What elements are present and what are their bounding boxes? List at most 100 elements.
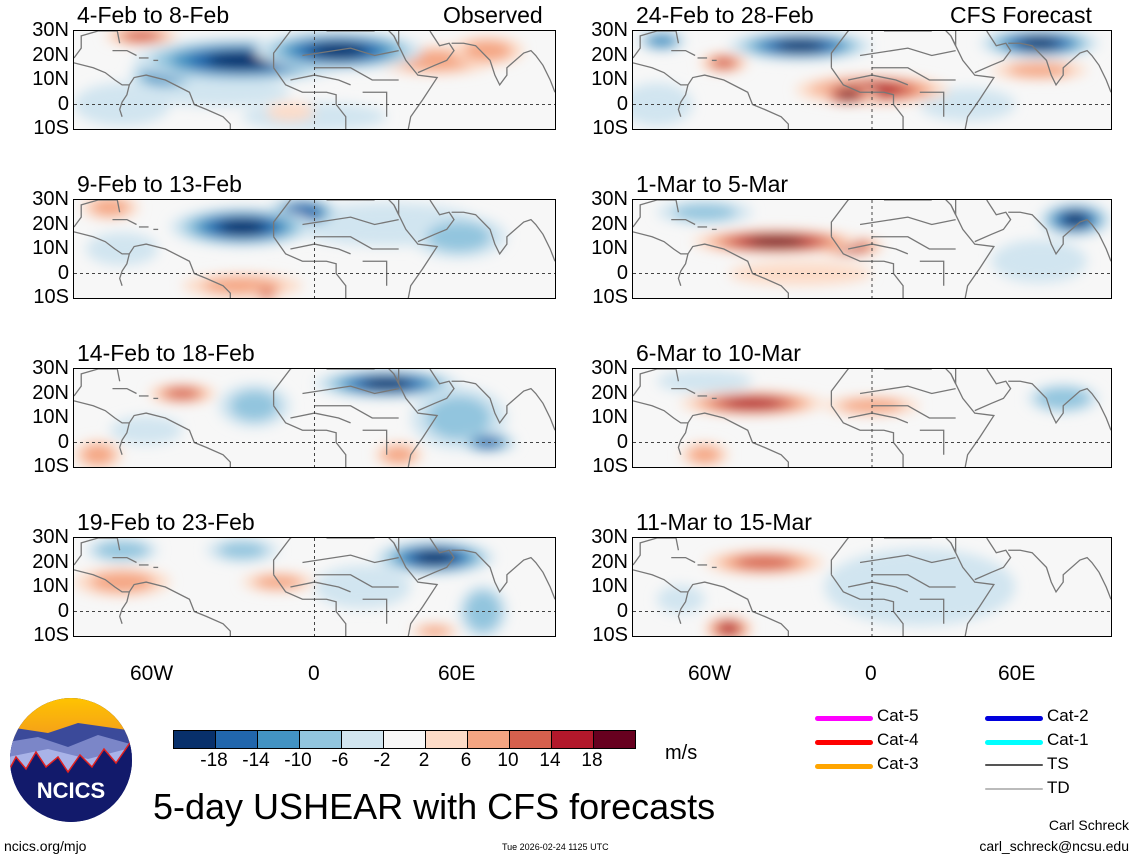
coastline <box>290 581 351 593</box>
lat-label: 10S <box>33 455 69 477</box>
colorbar-tick: 6 <box>460 750 472 771</box>
coastline <box>830 574 904 636</box>
shear-anomaly <box>652 35 672 46</box>
shear-anomaly <box>672 203 737 221</box>
lat-label: 20N <box>32 212 69 235</box>
colorbar-swatch <box>426 731 468 748</box>
coastline <box>272 369 439 467</box>
shear-anomaly <box>218 541 267 559</box>
email[interactable]: carl_schreck@ncsu.edu <box>979 838 1129 854</box>
lat-label: 10N <box>32 237 69 259</box>
legend-swatch <box>985 788 1043 790</box>
shear-anomaly <box>104 543 141 558</box>
map-panel <box>73 199 556 299</box>
figure-title: 5-day USHEAR with CFS forecasts <box>153 786 716 827</box>
coastline <box>633 400 790 467</box>
coastline <box>74 369 121 397</box>
coastline <box>830 200 995 298</box>
legend-swatch <box>985 740 1043 745</box>
coastline <box>451 211 555 262</box>
panel-title: 11-Mar to 15-Mar <box>636 509 812 535</box>
coastline <box>273 574 347 636</box>
coastline <box>847 74 909 86</box>
coastline <box>919 598 945 624</box>
lat-label: 0 <box>616 261 628 284</box>
lat-label: 10S <box>33 286 69 308</box>
shear-anomaly <box>734 555 795 570</box>
colorbar-swatch <box>510 731 552 748</box>
coastline <box>112 49 137 57</box>
coastline <box>451 549 555 600</box>
units-label: m/s <box>665 742 698 764</box>
shear-anomaly <box>362 377 411 390</box>
coastline <box>847 581 909 593</box>
ncics-logo: NCICS <box>8 697 134 823</box>
lat-label: 20N <box>591 43 628 66</box>
map-panel <box>73 537 556 637</box>
lat-label: 20N <box>591 550 628 573</box>
coastline <box>393 538 400 553</box>
coastline <box>677 422 689 455</box>
coastline <box>272 200 439 298</box>
coastline <box>671 387 696 395</box>
coastline <box>417 31 455 74</box>
coastline <box>633 231 790 298</box>
coastline <box>671 556 696 564</box>
legend-label: Cat-1 <box>1047 730 1089 749</box>
legend-label: TD <box>1047 778 1070 797</box>
coastline <box>451 42 555 93</box>
colorbar-tick: -6 <box>331 750 349 771</box>
lat-label: 20N <box>32 381 69 404</box>
coastline <box>633 538 680 566</box>
author: Carl Schreck <box>1048 817 1129 833</box>
coastline <box>314 67 399 81</box>
colorbar-tick: 14 <box>539 750 561 771</box>
lat-label: 10N <box>32 575 69 597</box>
coastline <box>950 200 957 215</box>
coastline <box>1008 549 1111 600</box>
coastline <box>1008 211 1111 262</box>
lat-label: 30N <box>32 526 69 548</box>
coastline <box>119 84 130 117</box>
colorbar-swatch <box>174 731 216 748</box>
coastline <box>847 412 909 424</box>
shear-anomaly <box>123 31 160 42</box>
shear-anomaly <box>1007 63 1072 78</box>
coastline <box>974 538 1012 581</box>
footer-url[interactable]: ncics.org/mjo <box>4 838 87 854</box>
shear-anomaly <box>110 416 183 445</box>
coastline <box>314 236 399 250</box>
panel-title: 14-Feb to 18-Feb <box>77 340 255 366</box>
shear-anomaly <box>82 444 115 465</box>
map-panel <box>73 368 556 468</box>
shear-anomaly <box>824 548 1016 626</box>
panel-title: 9-Feb to 13-Feb <box>77 171 242 197</box>
coastline <box>859 216 956 226</box>
lat-label: 30N <box>32 357 69 379</box>
lat-label: 20N <box>32 550 69 573</box>
coastline <box>119 253 130 286</box>
lat-label: 10N <box>591 406 628 428</box>
coastline <box>302 216 399 226</box>
coastline <box>974 200 1012 243</box>
observed-label: Observed <box>443 2 543 28</box>
shear-anomaly <box>230 390 279 421</box>
coastline <box>74 400 231 467</box>
coastline <box>671 218 696 226</box>
coastline <box>290 243 351 255</box>
logo-text: NCICS <box>37 778 105 803</box>
coastline <box>872 236 956 250</box>
coastline <box>919 260 945 286</box>
shear-anomaly <box>382 446 415 464</box>
coastline <box>677 84 689 117</box>
coastline <box>302 554 399 564</box>
lat-label: 30N <box>32 188 69 210</box>
colorbar-tick: -10 <box>284 750 312 771</box>
coastline <box>633 369 680 397</box>
shear-anomaly <box>426 221 491 252</box>
coastline <box>830 369 995 467</box>
coastline <box>633 569 790 636</box>
coastline <box>677 253 689 286</box>
timestamp: Tue 2026-02-24 1125 UTC <box>502 842 609 852</box>
coastline <box>74 231 231 298</box>
